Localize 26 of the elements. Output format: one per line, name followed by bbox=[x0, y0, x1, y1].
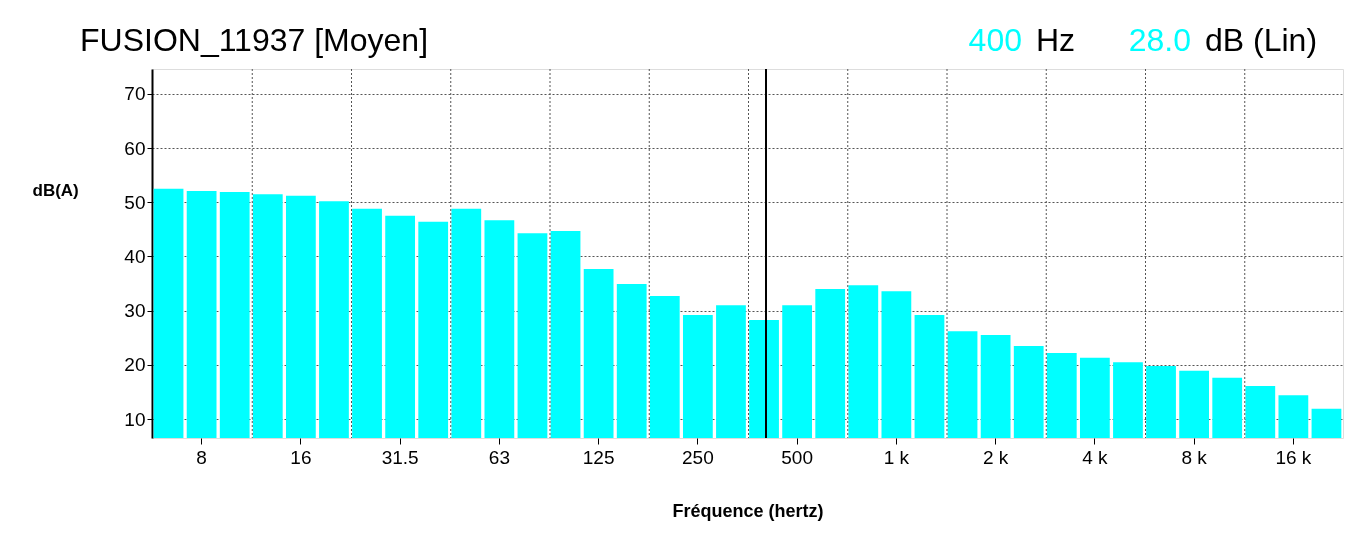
x-tick-label: 500 bbox=[781, 446, 813, 468]
x-tick-label: 125 bbox=[582, 446, 615, 468]
y-tick-label: 40 bbox=[124, 245, 146, 267]
x-tick-label: 2 k bbox=[982, 446, 1009, 468]
chart-title: FUSION_11937 [Moyen] bbox=[80, 22, 429, 58]
y-axis-title: dB(A) bbox=[32, 180, 79, 200]
x-tick-label: 16 k bbox=[1275, 446, 1312, 468]
y-tick-label: 10 bbox=[124, 408, 146, 430]
y-tick-label: 70 bbox=[124, 83, 146, 105]
x-tick-label: 16 bbox=[290, 446, 312, 468]
y-tick-label: 60 bbox=[124, 137, 146, 159]
x-tick-label: 250 bbox=[682, 446, 714, 468]
text: 28.0 bbox=[1128, 22, 1191, 58]
text: Hz bbox=[1036, 22, 1076, 58]
text: 400 bbox=[968, 22, 1022, 58]
text: dB (Lin) bbox=[1205, 22, 1318, 58]
x-tick-label: 8 bbox=[196, 446, 207, 468]
x-axis-title: Fréquence (hertz) bbox=[672, 500, 824, 521]
x-tick-label: 63 bbox=[488, 446, 510, 468]
y-tick-label: 30 bbox=[124, 300, 146, 322]
x-tick-label: 4 k bbox=[1082, 446, 1109, 468]
x-tick-label: 1 k bbox=[883, 446, 910, 468]
x-tick-label: 8 k bbox=[1181, 446, 1208, 468]
y-tick-label: 20 bbox=[124, 354, 146, 376]
x-tick-label: 31.5 bbox=[381, 446, 419, 468]
y-tick-label: 50 bbox=[124, 191, 146, 213]
